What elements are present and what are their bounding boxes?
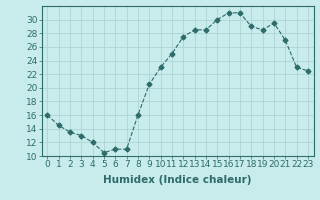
X-axis label: Humidex (Indice chaleur): Humidex (Indice chaleur)	[103, 175, 252, 185]
